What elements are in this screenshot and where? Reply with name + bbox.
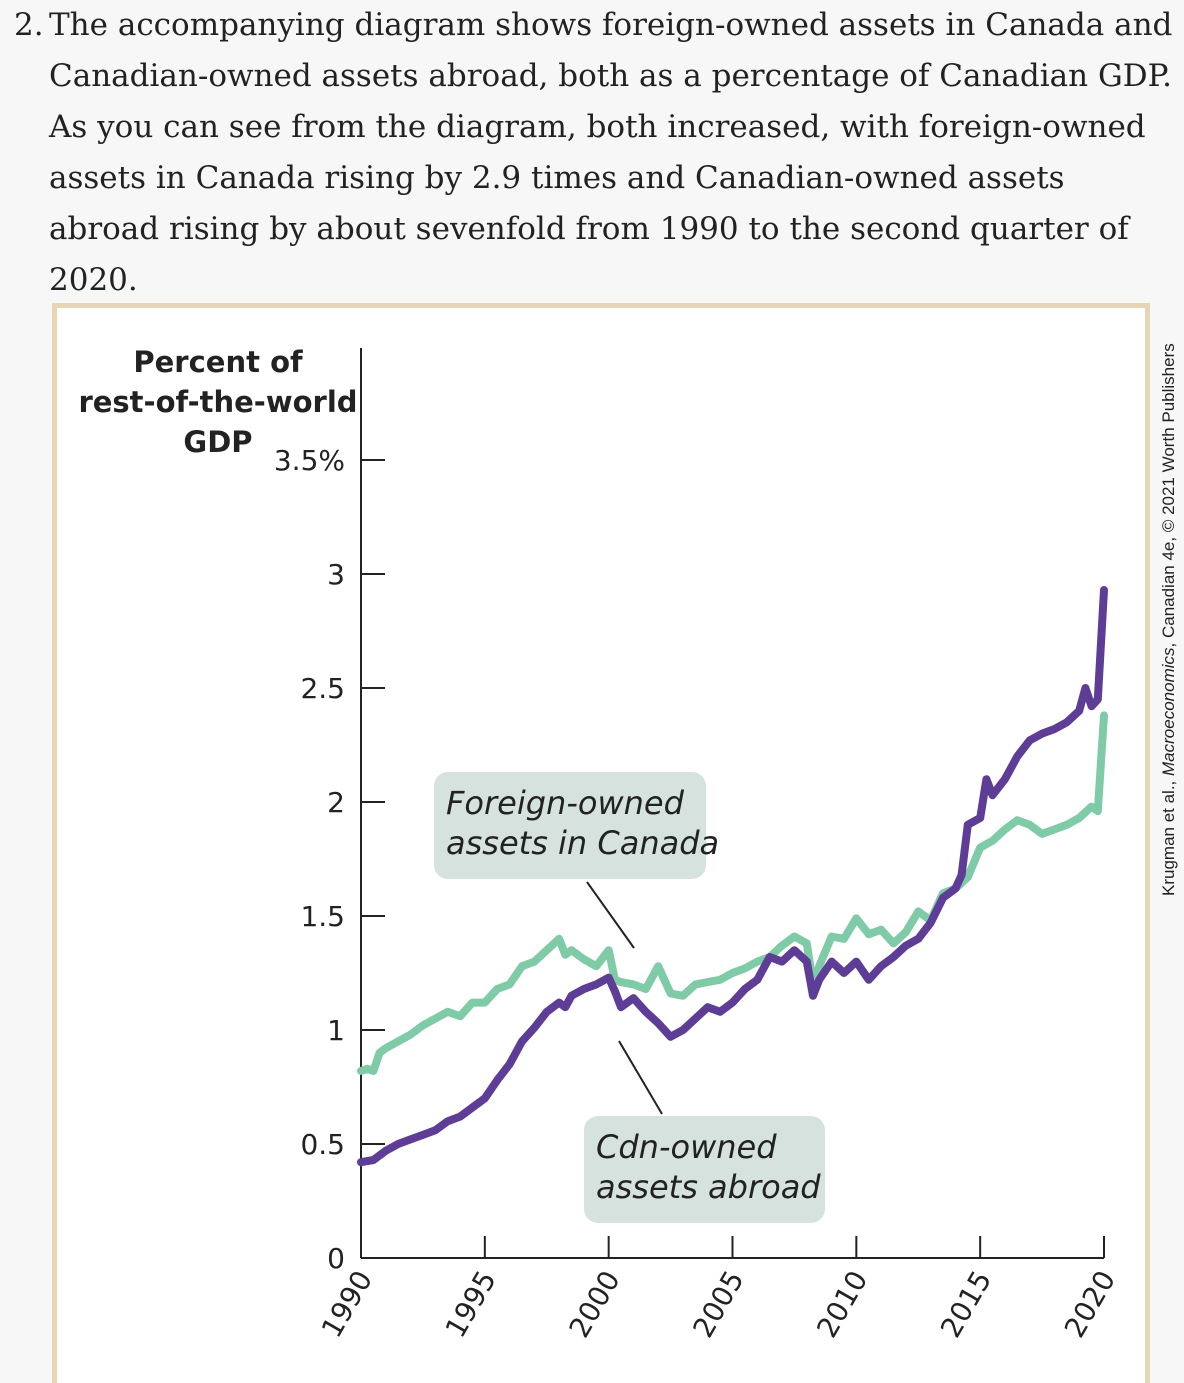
series-line-foreign xyxy=(357,711,1108,1075)
credit-suffix: , Canadian 4e, © 2021 Worth Publishers xyxy=(1159,343,1178,648)
y-tick-label: 0 xyxy=(327,1242,345,1275)
y-axis-label: Percent of rest-of-the-world GDP xyxy=(78,345,357,459)
y-tick-label: 1.5 xyxy=(300,900,345,933)
x-tick-label: 2005 xyxy=(686,1265,750,1343)
series-line-canadian xyxy=(357,586,1108,1167)
annotation-label-canadian: Cdn-owned xyxy=(596,1128,777,1166)
y-axis-label-line-2: rest-of-the-world xyxy=(78,385,357,419)
x-tick-label: 1995 xyxy=(439,1265,503,1343)
x-tick-label: 2010 xyxy=(810,1265,874,1343)
annotation-leader-canadian xyxy=(618,1040,663,1115)
y-tick-label: 3 xyxy=(327,558,345,591)
y-tick-label: 1 xyxy=(327,1014,345,1047)
annotation-label-foreign: assets in Canada xyxy=(446,824,719,862)
annotation-box-foreign xyxy=(434,772,706,879)
y-tick-label: 3.5% xyxy=(274,444,345,477)
annotation-label-canadian: assets abroad xyxy=(596,1168,821,1206)
line-chart: Percent of rest-of-the-world GDP 3.5% 3 2.… xyxy=(78,345,1122,1343)
chart-figure: Percent of rest-of-the-world GDP 3.5% 3 2.… xyxy=(52,303,1150,1383)
x-tick-label: 2000 xyxy=(563,1265,627,1343)
x-tick-label: 2020 xyxy=(1058,1265,1122,1343)
credit-prefix: Krugman et al., xyxy=(1159,775,1178,896)
y-tick-label: 2 xyxy=(327,786,345,819)
y-tick-label: 0.5 xyxy=(300,1128,345,1161)
y-axis-label-line-1: Percent of xyxy=(133,345,303,379)
x-tick-label: 2015 xyxy=(934,1265,998,1343)
x-tick-label: 1990 xyxy=(315,1265,379,1343)
y-tick-label: 2.5 xyxy=(300,672,345,705)
question-text: The accompanying diagram shows foreign-o… xyxy=(49,7,1173,298)
y-axis-label-line-3: GDP xyxy=(183,425,252,459)
annotation-box-canadian xyxy=(584,1116,825,1223)
copyright-credit: Krugman et al., Macroeconomics, Canadian… xyxy=(1159,343,1179,896)
credit-book-title: Macroeconomics xyxy=(1159,647,1178,776)
annotation-leader-foreign xyxy=(586,881,635,949)
question: 2. The accompanying diagram shows foreig… xyxy=(14,0,1174,306)
annotation-label-foreign: Foreign-owned xyxy=(446,784,685,822)
question-number: 2. xyxy=(14,7,44,43)
